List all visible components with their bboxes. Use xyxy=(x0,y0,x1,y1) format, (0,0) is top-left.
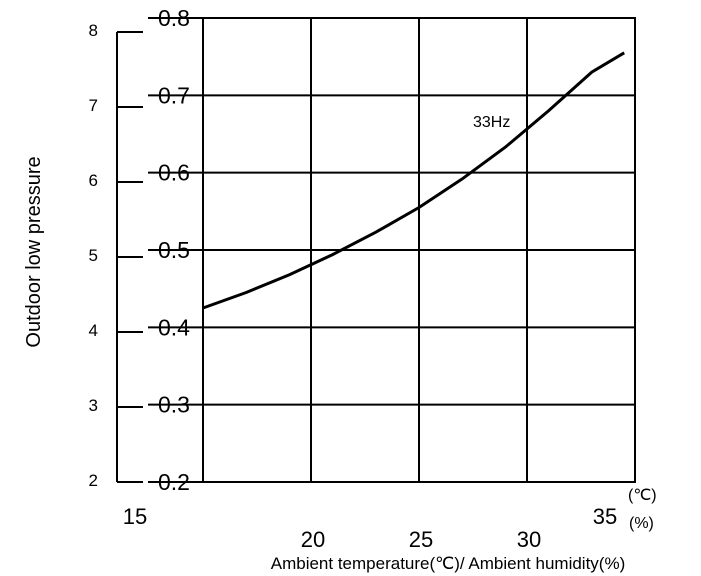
x-unit-temp: (℃) xyxy=(628,487,657,504)
y2-tick-label: 4 xyxy=(89,321,98,340)
x-tick-label: 20 xyxy=(301,527,325,552)
x-tick-label: 35 xyxy=(593,504,617,529)
y2-tick-label: 2 xyxy=(89,471,98,490)
y-tick-label: 0.6 xyxy=(158,160,190,186)
y2-tick-label: 8 xyxy=(89,21,98,40)
y2-tick-label: 7 xyxy=(89,96,98,115)
y-tick-label: 0.2 xyxy=(158,469,190,495)
x-unit-humidity: (%) xyxy=(629,515,654,532)
x-ticks: 15 35 20 25 30 xyxy=(123,504,617,552)
series-line-33hz xyxy=(202,51,625,310)
y-ticks: 0.2 0.3 0.4 0.5 0.6 0.7 0.8 xyxy=(148,5,202,495)
x-tick-label: 30 xyxy=(517,527,541,552)
y-axis-title: Outdoor low pressure xyxy=(23,156,45,347)
y2-tick-label: 3 xyxy=(89,396,98,415)
y2-tick-label: 5 xyxy=(89,246,98,265)
y-tick-label: 0.3 xyxy=(158,392,190,418)
y-tick-label: 0.7 xyxy=(158,82,190,108)
grid xyxy=(203,18,635,482)
series-label-33hz: 33Hz xyxy=(473,114,510,131)
x-tick-label: 25 xyxy=(409,527,433,552)
y-tick-label: 0.5 xyxy=(158,237,190,263)
x-axis-title: Ambient temperature(℃)/ Ambient humidity… xyxy=(271,554,626,573)
y-tick-label: 0.4 xyxy=(158,314,190,340)
x-tick-label: 15 xyxy=(123,504,147,529)
y2-ticks: 2 3 4 5 6 7 8 xyxy=(89,21,143,490)
y-tick-label: 0.8 xyxy=(158,5,190,31)
plot-frame xyxy=(202,17,636,483)
y2-tick-label: 6 xyxy=(89,171,98,190)
